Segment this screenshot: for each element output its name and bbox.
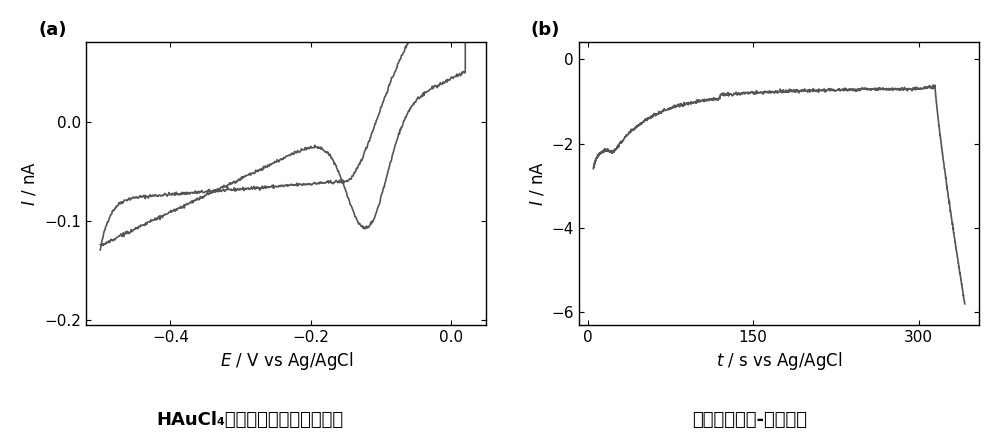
Text: 电镰过程电流-时间曲线: 电镰过程电流-时间曲线 bbox=[692, 411, 808, 429]
X-axis label: $\it{t}$ / s vs Ag/AgCl: $\it{t}$ / s vs Ag/AgCl bbox=[716, 350, 842, 372]
Y-axis label: $\it{I}$ / nA: $\it{I}$ / nA bbox=[21, 161, 39, 206]
X-axis label: $\it{E}$ / V vs Ag/AgCl: $\it{E}$ / V vs Ag/AgCl bbox=[220, 350, 353, 372]
Text: (a): (a) bbox=[38, 21, 67, 39]
Y-axis label: $\it{I}$ / nA: $\it{I}$ / nA bbox=[528, 161, 546, 206]
Text: (b): (b) bbox=[531, 21, 560, 39]
Text: HAuCl₄在碳模板上的循环伏安图: HAuCl₄在碳模板上的循环伏安图 bbox=[156, 411, 344, 429]
